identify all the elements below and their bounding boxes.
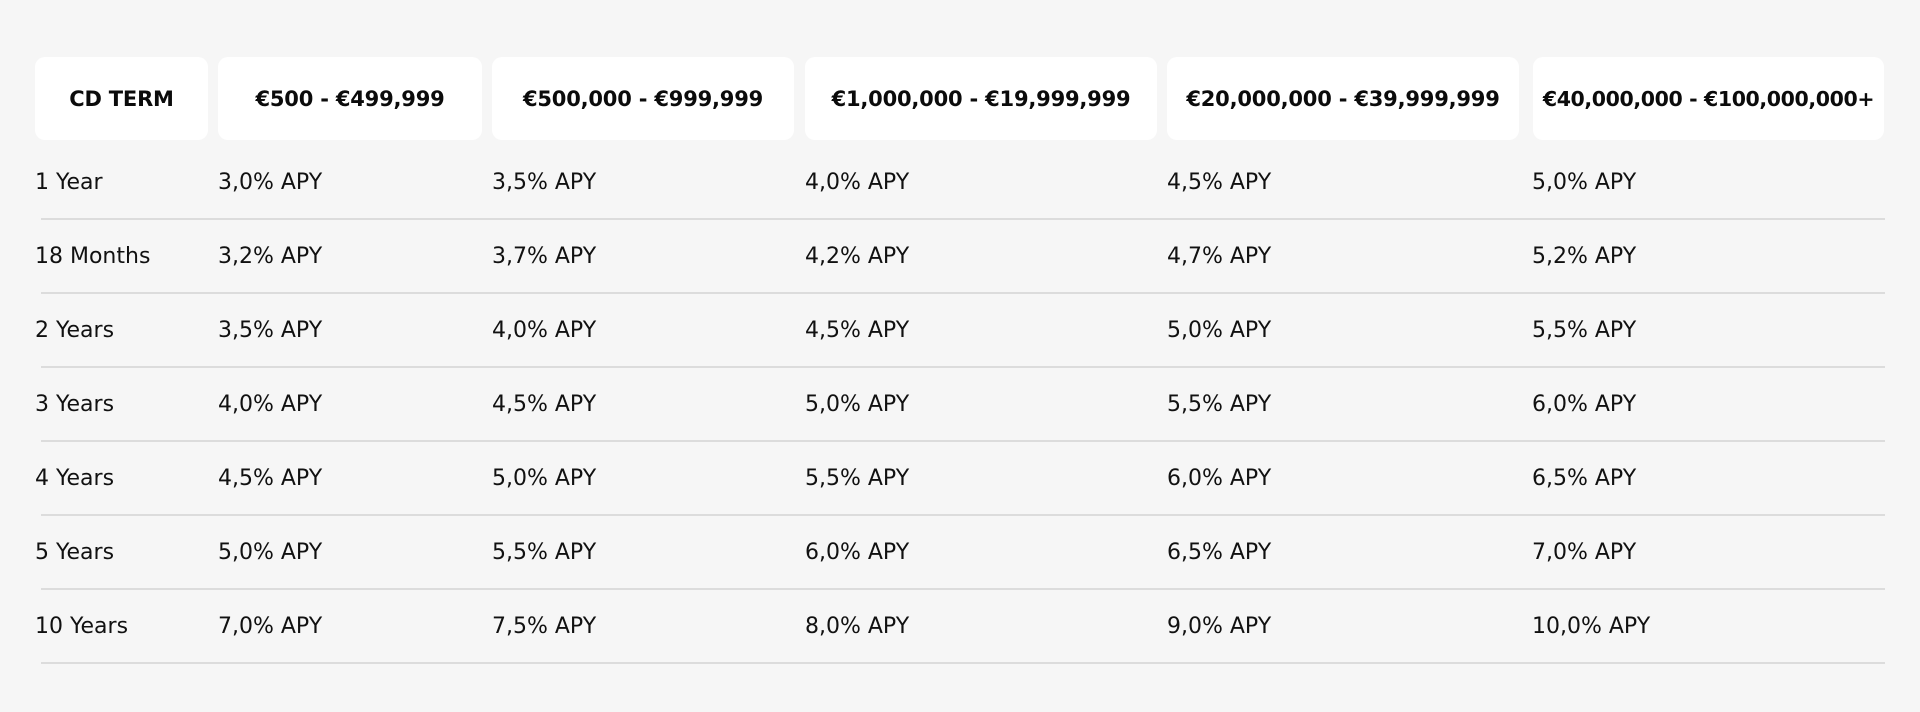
rate-cell: 5,5% APY — [805, 465, 910, 491]
rate-cell: 5,0% APY — [218, 539, 323, 565]
rate-cell: 6,0% APY — [805, 539, 910, 565]
rate-cell: 4,0% APY — [218, 391, 323, 417]
rate-cell: 7,0% APY — [1532, 539, 1637, 565]
header-tier-5: €40,000,000 - €100,000,000+ — [1533, 57, 1884, 140]
rate-cell: 5,0% APY — [1532, 169, 1637, 195]
rate-cell: 7,5% APY — [492, 613, 597, 639]
term-cell: 18 Months — [35, 243, 151, 269]
header-cd-term: CD TERM — [35, 57, 208, 140]
rate-cell: 3,0% APY — [218, 169, 323, 195]
term-cell: 3 Years — [35, 391, 115, 417]
rate-cell: 6,5% APY — [1532, 465, 1637, 491]
rate-cell: 3,7% APY — [492, 243, 597, 269]
rate-cell: 8,0% APY — [805, 613, 910, 639]
rate-cell: 3,2% APY — [218, 243, 323, 269]
header-tier-1: €500 - €499,999 — [218, 57, 482, 140]
rate-cell: 4,5% APY — [492, 391, 597, 417]
table-row: 3 Years 4,0% APY 4,5% APY 5,0% APY 5,5% … — [0, 368, 1920, 442]
table-row: 1 Year 3,0% APY 3,5% APY 4,0% APY 4,5% A… — [0, 146, 1920, 220]
rate-cell: 3,5% APY — [218, 317, 323, 343]
row-divider — [41, 662, 1885, 664]
table-row: 4 Years 4,5% APY 5,0% APY 5,5% APY 6,0% … — [0, 442, 1920, 516]
rate-cell: 5,5% APY — [1167, 391, 1272, 417]
rate-cell: 4,0% APY — [492, 317, 597, 343]
rate-cell: 5,2% APY — [1532, 243, 1637, 269]
rate-cell: 10,0% APY — [1532, 613, 1651, 639]
rate-cell: 4,5% APY — [218, 465, 323, 491]
term-cell: 10 Years — [35, 613, 129, 639]
table-row: 18 Months 3,2% APY 3,7% APY 4,2% APY 4,7… — [0, 220, 1920, 294]
table-row: 5 Years 5,0% APY 5,5% APY 6,0% APY 6,5% … — [0, 516, 1920, 590]
rate-cell: 4,5% APY — [805, 317, 910, 343]
header-tier-2: €500,000 - €999,999 — [492, 57, 794, 140]
rate-cell: 5,5% APY — [1532, 317, 1637, 343]
term-cell: 2 Years — [35, 317, 115, 343]
rate-cell: 3,5% APY — [492, 169, 597, 195]
header-tier-3: €1,000,000 - €19,999,999 — [805, 57, 1157, 140]
rate-cell: 4,2% APY — [805, 243, 910, 269]
rate-cell: 4,7% APY — [1167, 243, 1272, 269]
table-body: 1 Year 3,0% APY 3,5% APY 4,0% APY 4,5% A… — [0, 146, 1920, 664]
row-divider — [41, 514, 1885, 516]
term-cell: 1 Year — [35, 169, 103, 195]
term-cell: 4 Years — [35, 465, 115, 491]
row-divider — [41, 588, 1885, 590]
rate-cell: 4,5% APY — [1167, 169, 1272, 195]
rate-cell: 6,0% APY — [1532, 391, 1637, 417]
header-tier-4: €20,000,000 - €39,999,999 — [1167, 57, 1519, 140]
row-divider — [41, 440, 1885, 442]
rate-cell: 9,0% APY — [1167, 613, 1272, 639]
rate-cell: 5,0% APY — [805, 391, 910, 417]
term-cell: 5 Years — [35, 539, 115, 565]
rate-cell: 5,0% APY — [1167, 317, 1272, 343]
table-row: 2 Years 3,5% APY 4,0% APY 4,5% APY 5,0% … — [0, 294, 1920, 368]
rate-cell: 6,0% APY — [1167, 465, 1272, 491]
table-row: 10 Years 7,0% APY 7,5% APY 8,0% APY 9,0%… — [0, 590, 1920, 664]
rate-cell: 7,0% APY — [218, 613, 323, 639]
row-divider — [41, 292, 1885, 294]
row-divider — [41, 366, 1885, 368]
rate-cell: 5,0% APY — [492, 465, 597, 491]
rate-cell: 4,0% APY — [805, 169, 910, 195]
rate-cell: 6,5% APY — [1167, 539, 1272, 565]
row-divider — [41, 218, 1885, 220]
rate-cell: 5,5% APY — [492, 539, 597, 565]
table-header-row: CD TERM €500 - €499,999 €500,000 - €999,… — [0, 57, 1920, 140]
